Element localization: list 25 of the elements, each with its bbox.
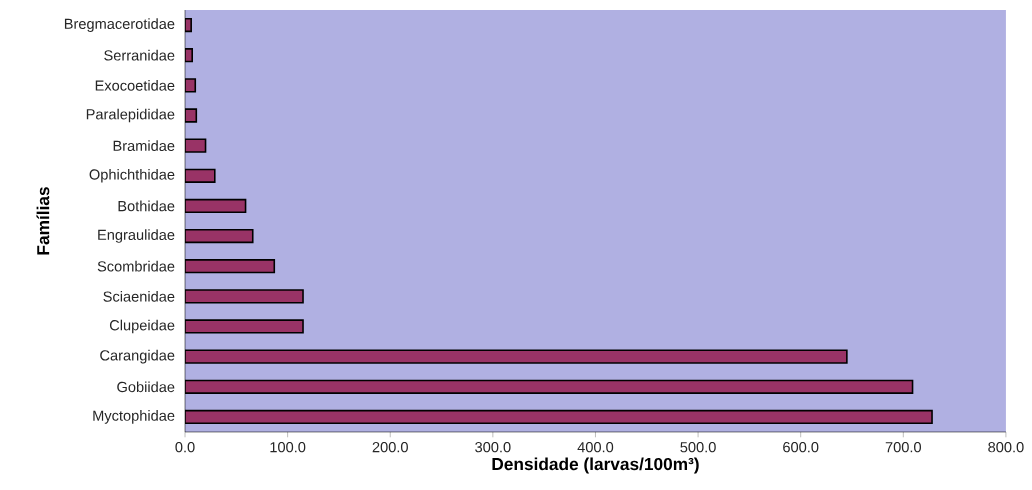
x-tick-label: 300.0 <box>475 442 511 453</box>
x-tick-label: 600.0 <box>783 442 819 453</box>
y-tick-label: Engraulidae <box>98 229 175 243</box>
x-tick-label: 800.0 <box>988 442 1024 453</box>
x-tick-label: 700.0 <box>885 442 921 453</box>
y-tick-label: Ophichthidae <box>89 168 175 183</box>
y-tick-label: Clupeidae <box>109 319 175 334</box>
y-tick-label: Carangidae <box>100 349 175 364</box>
y-tick-label: Sciaenidae <box>103 290 175 302</box>
y-tick-label: Scombridae <box>97 260 175 272</box>
y-tick-label: Bregmacerotidae <box>64 18 175 32</box>
x-tick-label: 200.0 <box>372 442 408 453</box>
y-tick-label: Bothidae <box>118 200 175 212</box>
y-axis-title: Famílias <box>36 187 50 255</box>
x-tick-label: 100.0 <box>270 442 306 453</box>
x-tick-label: 0.0 <box>175 442 195 453</box>
y-tick-label: Bramidae <box>113 140 175 152</box>
x-axis-title: Densidade (larvas/100m³) <box>492 457 699 474</box>
y-tick-label: Gobiidae <box>117 381 175 393</box>
y-tick-label: Exocoetidae <box>95 80 175 91</box>
y-tick-label: Serranidae <box>104 49 175 61</box>
x-tick-label: 400.0 <box>577 442 614 453</box>
y-tick-label: Paralepididae <box>86 108 175 123</box>
y-tick-label: Myctophidae <box>93 410 175 424</box>
x-tick-label: 500.0 <box>680 442 716 453</box>
